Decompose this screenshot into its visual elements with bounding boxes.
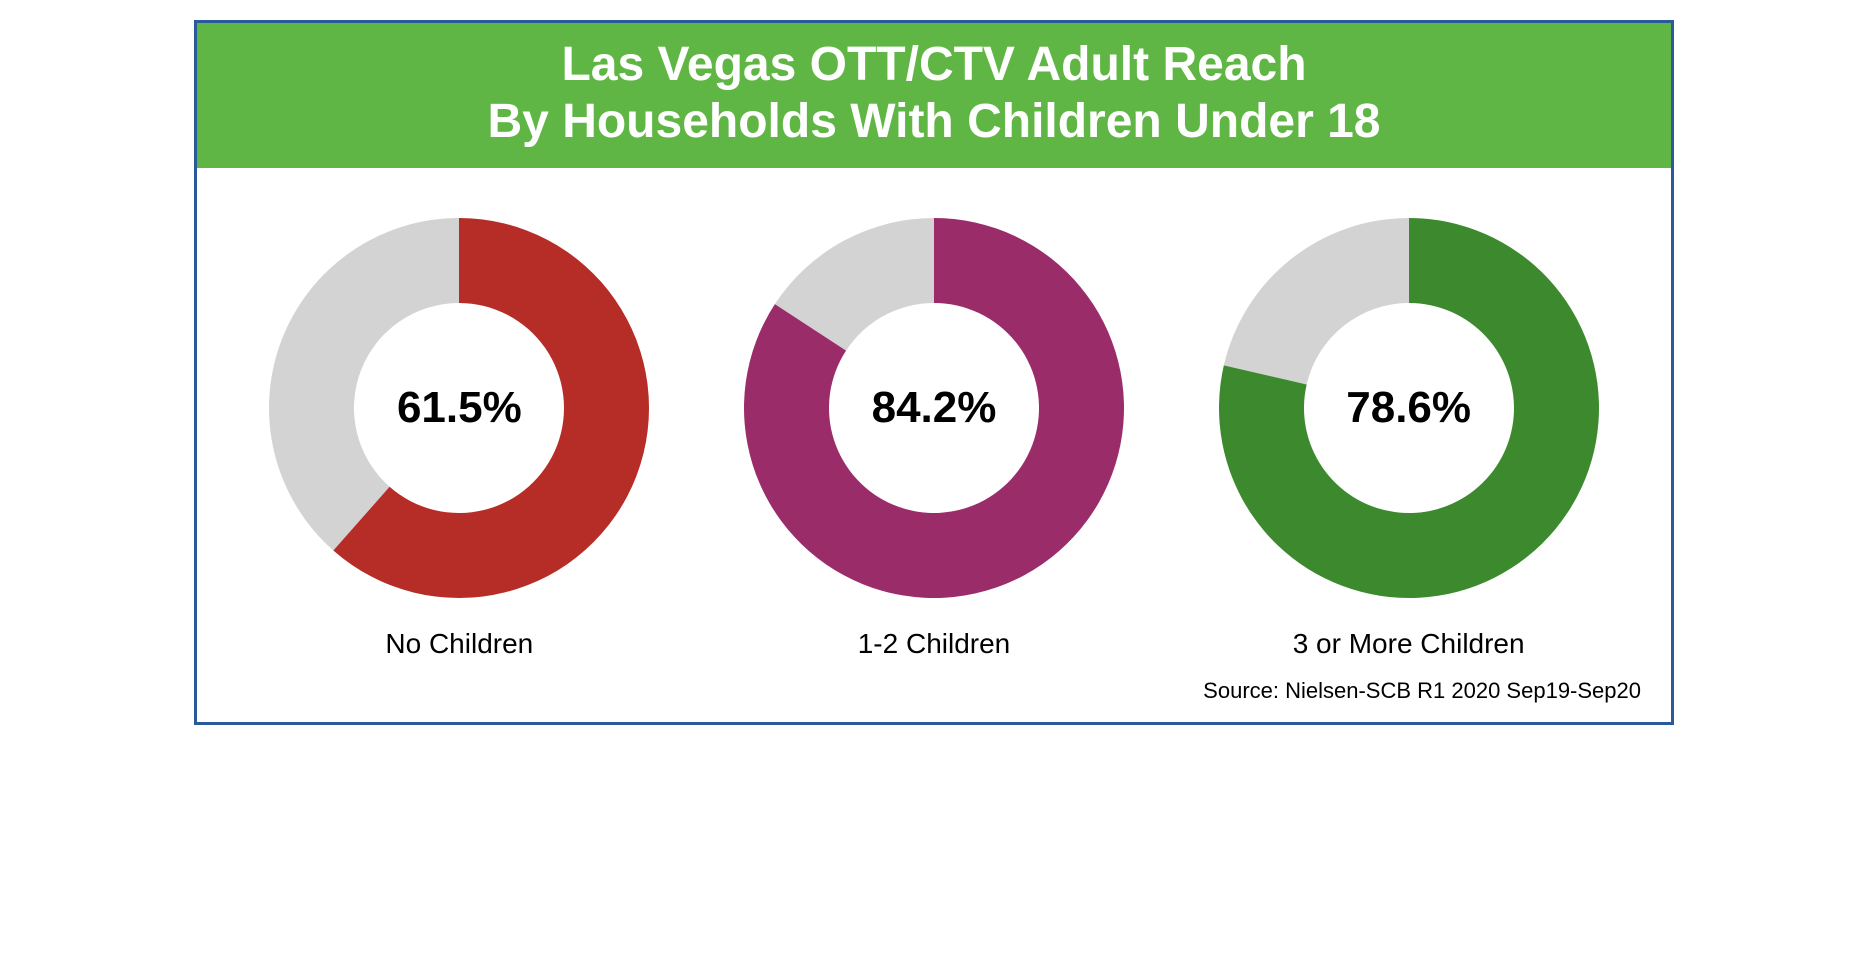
source-text: Source: Nielsen-SCB R1 2020 Sep19-Sep20 xyxy=(197,670,1671,722)
donut-label: 1-2 Children xyxy=(858,628,1011,660)
chart-title-line1: Las Vegas OTT/CTV Adult Reach xyxy=(217,37,1651,94)
donut-center-value: 78.6% xyxy=(1346,383,1471,433)
donut-label: No Children xyxy=(385,628,533,660)
donut-remainder-arc xyxy=(1223,218,1408,384)
donut-center-value: 61.5% xyxy=(397,383,522,433)
donut-center-value: 84.2% xyxy=(872,383,997,433)
donut-one-two-children: 84.2% 1-2 Children xyxy=(734,208,1134,660)
chart-card: Las Vegas OTT/CTV Adult Reach By Househo… xyxy=(194,20,1674,725)
donut-no-children: 61.5% No Children xyxy=(259,208,659,660)
chart-title-line2: By Households With Children Under 18 xyxy=(217,94,1651,151)
donut-label: 3 or More Children xyxy=(1293,628,1525,660)
chart-title-bar: Las Vegas OTT/CTV Adult Reach By Househo… xyxy=(197,23,1671,168)
donut-wrap: 84.2% xyxy=(734,208,1134,608)
donut-three-plus-children: 78.6% 3 or More Children xyxy=(1209,208,1609,660)
donut-row: 61.5% No Children 84.2% 1-2 Children 78.… xyxy=(197,168,1671,670)
donut-wrap: 78.6% xyxy=(1209,208,1609,608)
donut-wrap: 61.5% xyxy=(259,208,659,608)
